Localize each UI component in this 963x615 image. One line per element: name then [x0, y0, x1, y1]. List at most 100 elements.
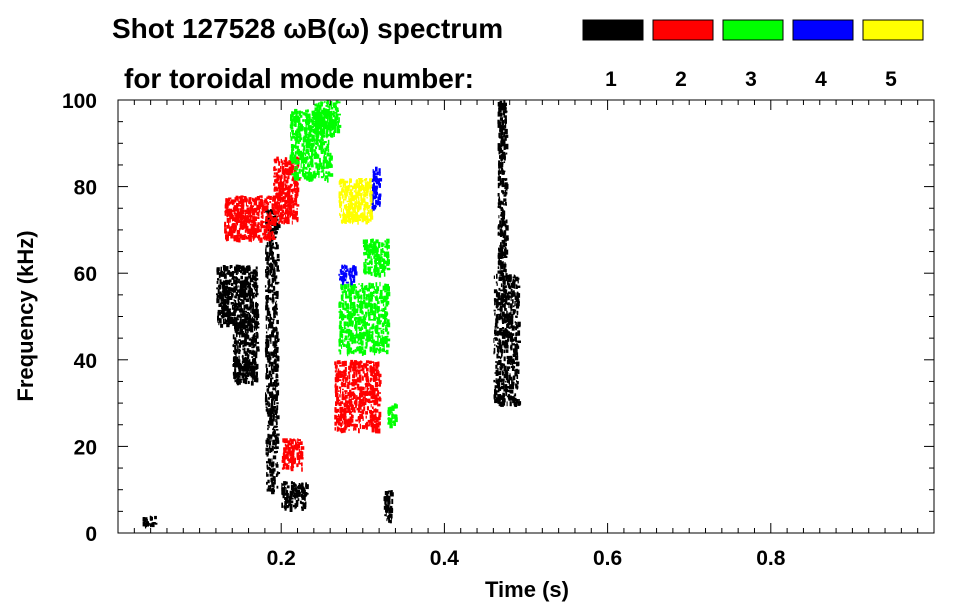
mark-point [514, 402, 518, 407]
mark-point [315, 132, 319, 138]
mark-point [372, 347, 375, 353]
mark-point [386, 322, 391, 328]
mark-point [505, 134, 509, 138]
mark-point [498, 196, 500, 199]
series-1-region-7 [142, 515, 158, 529]
mark-point [235, 291, 239, 296]
mark-point [515, 383, 518, 387]
mark-point [293, 444, 296, 449]
mark-point [373, 316, 376, 320]
mark-point [292, 132, 294, 136]
mark-point [386, 335, 389, 338]
mark-point [267, 351, 270, 355]
mark-point [370, 283, 374, 289]
mark-point [346, 341, 350, 345]
mark-point [265, 452, 269, 456]
mark-point [389, 491, 392, 494]
mark-point [306, 175, 309, 181]
mark-point [337, 121, 339, 126]
mark-point [227, 280, 230, 284]
mark-point [226, 322, 230, 328]
mark-point [369, 291, 372, 296]
mark-point [313, 153, 316, 159]
mark-point [249, 274, 252, 279]
mark-point [361, 287, 364, 290]
mark-point [290, 152, 295, 156]
mark-point [266, 394, 268, 400]
mark-point [295, 440, 297, 447]
mark-point [266, 242, 269, 248]
mark-point [279, 193, 282, 199]
mark-point [255, 207, 257, 210]
mark-point [340, 283, 342, 289]
mark-point [234, 206, 238, 210]
mark-point [277, 211, 279, 215]
mark-point [267, 263, 272, 266]
mark-point [292, 211, 296, 214]
mark-point [272, 273, 276, 278]
mark-point [501, 182, 505, 186]
mark-point [354, 327, 358, 331]
mark-point [318, 102, 320, 107]
mark-point [293, 458, 296, 464]
mark-point [249, 298, 253, 304]
mark-point [247, 285, 250, 288]
mark-point [501, 250, 504, 254]
mark-point [254, 209, 258, 213]
mark-point [350, 391, 353, 395]
mark-point [374, 394, 378, 400]
mark-point [386, 343, 388, 348]
mark-point [495, 345, 498, 348]
mark-point [292, 504, 297, 508]
mark-point [354, 386, 357, 390]
mark-point [386, 319, 390, 324]
mark-point [295, 158, 298, 161]
mark-point [502, 153, 506, 160]
mark-point [349, 419, 353, 423]
mark-point [498, 256, 500, 261]
mark-point [242, 373, 247, 377]
mark-point [497, 253, 499, 258]
mark-point [274, 202, 278, 209]
mark-point [364, 373, 366, 378]
mark-point [509, 401, 512, 407]
mark-point [341, 302, 345, 308]
mark-point [511, 363, 514, 366]
mark-point [295, 139, 298, 144]
mark-point [254, 294, 257, 297]
mark-point [498, 371, 502, 376]
mark-point [375, 363, 379, 366]
mark-point [236, 229, 240, 235]
mark-point [344, 335, 348, 341]
mark-point [376, 417, 379, 421]
mark-point [346, 420, 350, 423]
mark-point [240, 209, 245, 214]
mark-point [261, 214, 264, 219]
mark-point [255, 371, 258, 376]
mark-point [497, 119, 500, 124]
mark-point [248, 199, 251, 204]
mark-point [500, 112, 503, 117]
mark-point [322, 166, 326, 169]
mark-point [275, 307, 278, 310]
mark-point [496, 301, 500, 306]
mark-point [340, 410, 343, 415]
mark-point [348, 311, 351, 314]
mark-point [347, 283, 350, 288]
mark-point [293, 173, 295, 178]
mark-point [506, 295, 508, 298]
mark-point [373, 350, 376, 356]
mark-point [499, 220, 502, 225]
mark-point [377, 270, 380, 276]
series-3-region-0 [289, 108, 334, 183]
mark-point [238, 368, 242, 374]
mark-point [328, 162, 332, 165]
mark-point [337, 101, 341, 104]
mark-point [512, 310, 516, 314]
mark-point [350, 290, 352, 296]
mark-point [499, 117, 503, 121]
mark-point [381, 308, 383, 312]
mark-point [252, 198, 256, 202]
mark-point [357, 366, 361, 369]
mark-point [382, 341, 385, 348]
